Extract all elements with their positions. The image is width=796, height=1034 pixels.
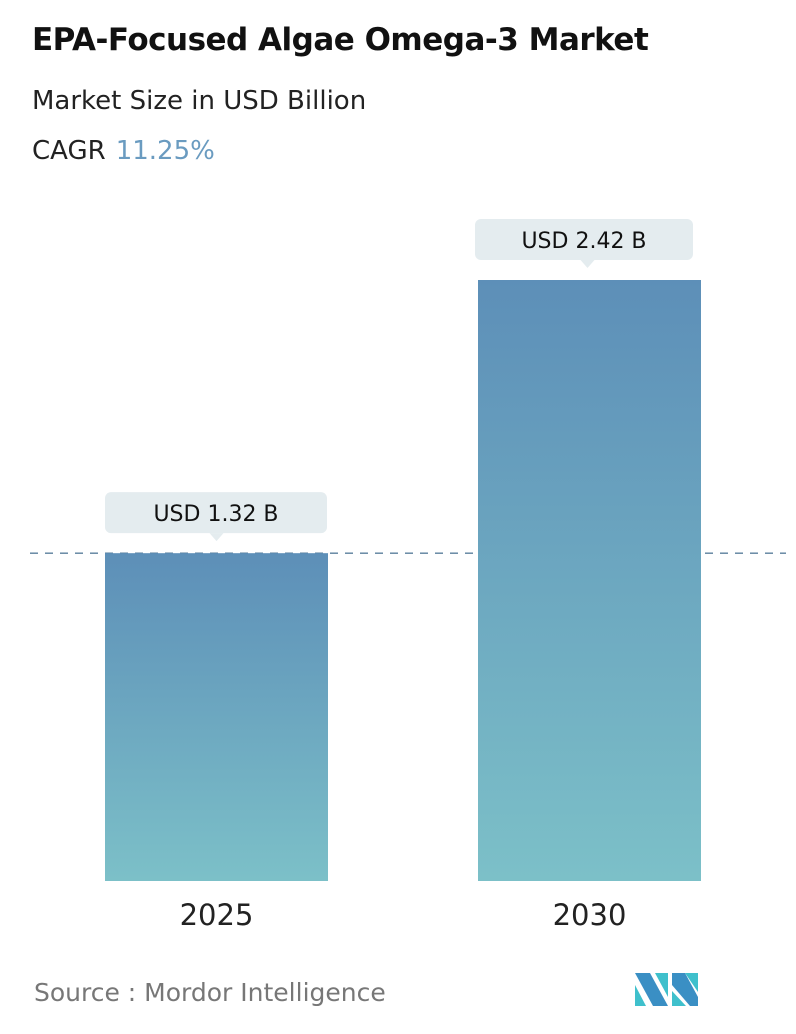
bar-2025 [105, 553, 328, 881]
data-label-pointer [209, 533, 224, 542]
cagr-label: CAGR [32, 136, 106, 166]
cagr: CAGR 11.25% [32, 136, 215, 166]
chart-title: EPA-Focused Algae Omega-3 Market [32, 22, 649, 58]
x-tick-label: 2025 [180, 898, 254, 932]
data-label-box [105, 492, 327, 534]
bar-2030 [478, 280, 701, 881]
x-tick-label: 2030 [553, 898, 627, 932]
data-label: USD 2.42 B [521, 229, 646, 254]
data-label-pointer [580, 260, 595, 268]
source-text: Source : Mordor Intelligence [34, 978, 386, 1007]
cagr-value: 11.25% [115, 136, 215, 166]
data-label: USD 1.32 B [153, 502, 278, 527]
chart-subtitle: Market Size in USD Billion [32, 86, 367, 116]
data-label-box [475, 219, 693, 260]
